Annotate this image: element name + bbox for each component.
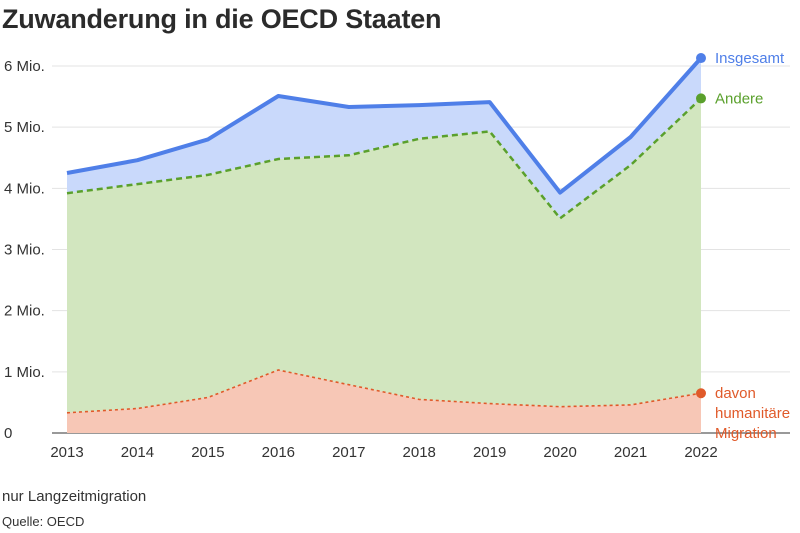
x-tick-label: 2016 (262, 444, 295, 461)
x-tick-label: 2021 (614, 444, 647, 461)
area-fills (67, 58, 701, 433)
label-humanitarian: Migration (715, 425, 777, 442)
other-end-dot (696, 93, 706, 104)
total-end-dot (696, 53, 706, 64)
series-lines (66, 56, 703, 414)
label-total: Insgesamt (715, 50, 785, 67)
humanitarian-end-dot (696, 388, 706, 399)
x-tick-label: 2014 (121, 444, 154, 461)
y-axis-ticks: 0 1 Mio. 2 Mio. 3 Mio. 4 Mio. 5 Mio. 6 Mio. (4, 58, 45, 442)
total-area (67, 58, 701, 219)
other-line (66, 97, 702, 221)
x-tick-label: 2015 (191, 444, 224, 461)
y-tick-label: 5 Mio. (4, 119, 45, 136)
x-tick-label: 2013 (50, 444, 83, 461)
y-tick-label: 2 Mio. (4, 303, 45, 320)
end-points (696, 53, 706, 399)
y-tick-label: 0 (4, 425, 12, 442)
series-labels: Insgesamt Andere davon humanitäre Migration (715, 50, 790, 442)
chart-source: Quelle: OECD (2, 514, 85, 529)
x-tick-label: 2020 (543, 444, 576, 461)
label-humanitarian: humanitäre (715, 405, 790, 422)
x-tick-label: 2019 (473, 444, 506, 461)
x-tick-label: 2022 (684, 444, 717, 461)
y-tick-label: 3 Mio. (4, 242, 45, 259)
x-axis-ticks: 2013 2014 2015 2016 2017 2018 2019 2020 2021 2022 (50, 444, 717, 461)
x-tick-label: 2017 (332, 444, 365, 461)
label-humanitarian: davon (715, 385, 756, 402)
humanitarian-area (67, 370, 701, 433)
chart-title: Zuwanderung in die OECD Staaten (2, 4, 442, 34)
y-tick-label: 6 Mio. (4, 58, 45, 75)
label-other: Andere (715, 90, 763, 107)
y-tick-label: 4 Mio. (4, 180, 45, 197)
other-area (67, 98, 701, 413)
chart-note: nur Langzeitmigration (2, 488, 147, 505)
humanitarian-line (66, 369, 702, 414)
total-line (66, 56, 703, 195)
x-tick-label: 2018 (403, 444, 436, 461)
y-tick-label: 1 Mio. (4, 364, 45, 381)
